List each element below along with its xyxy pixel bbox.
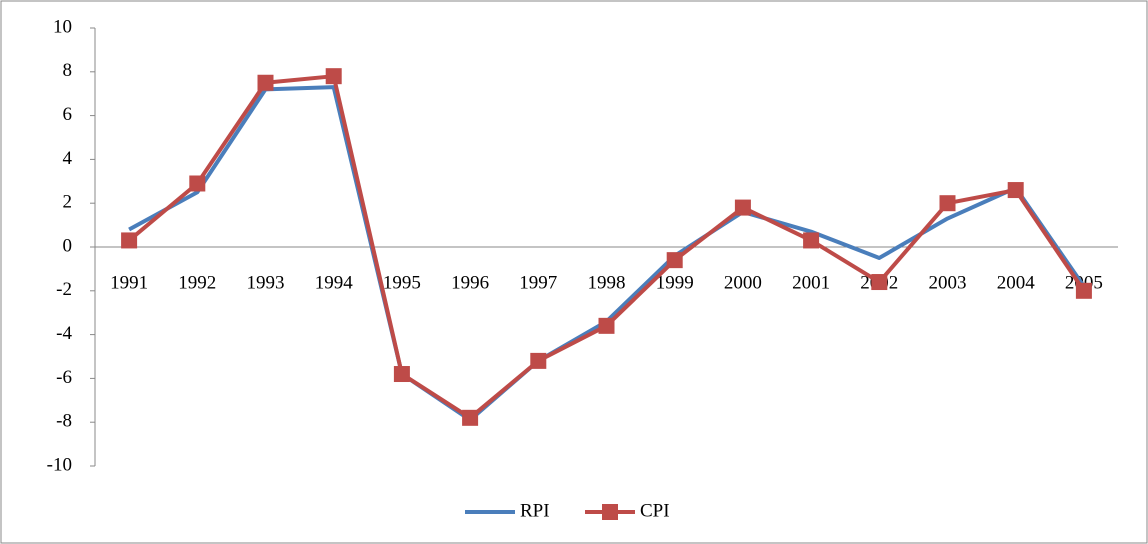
y-tick-label: 4: [63, 148, 73, 169]
marker: [734, 199, 751, 216]
marker: [393, 366, 410, 383]
x-tick-label: 2000: [724, 272, 762, 293]
y-tick-label: 2: [63, 192, 73, 213]
y-tick-label: 0: [63, 235, 73, 256]
x-tick-label: 1994: [315, 272, 354, 293]
marker: [1075, 282, 1092, 299]
x-tick-label: 1999: [656, 272, 694, 293]
x-tick-label: 1992: [178, 272, 216, 293]
marker: [121, 232, 138, 249]
y-tick-label: -10: [47, 454, 72, 475]
x-tick-label: 1991: [110, 272, 148, 293]
x-tick-label: 1995: [383, 272, 421, 293]
marker: [325, 68, 342, 85]
legend-marker: [602, 504, 618, 520]
marker: [803, 232, 820, 249]
marker: [939, 195, 956, 212]
legend-label: CPI: [640, 500, 670, 521]
marker: [871, 274, 888, 291]
x-tick-label: 1993: [247, 272, 285, 293]
x-tick-label: 1998: [588, 272, 626, 293]
x-tick-label: 1997: [519, 272, 557, 293]
legend-label: RPI: [520, 500, 550, 521]
y-tick-label: 8: [63, 60, 73, 81]
x-tick-label: 2003: [929, 272, 967, 293]
marker: [1007, 182, 1024, 199]
y-tick-label: -6: [56, 367, 72, 388]
x-tick-label: 1996: [451, 272, 489, 293]
marker: [257, 74, 274, 91]
y-tick-label: 10: [53, 16, 72, 37]
marker: [598, 317, 615, 334]
marker: [189, 175, 206, 192]
marker: [666, 252, 683, 269]
y-tick-label: 6: [63, 104, 73, 125]
x-tick-label: 2001: [792, 272, 830, 293]
y-tick-label: -2: [56, 279, 72, 300]
y-tick-label: -8: [56, 411, 72, 432]
x-tick-label: 2004: [997, 272, 1036, 293]
y-tick-label: -4: [56, 323, 72, 344]
marker: [462, 409, 479, 426]
marker: [530, 352, 547, 369]
